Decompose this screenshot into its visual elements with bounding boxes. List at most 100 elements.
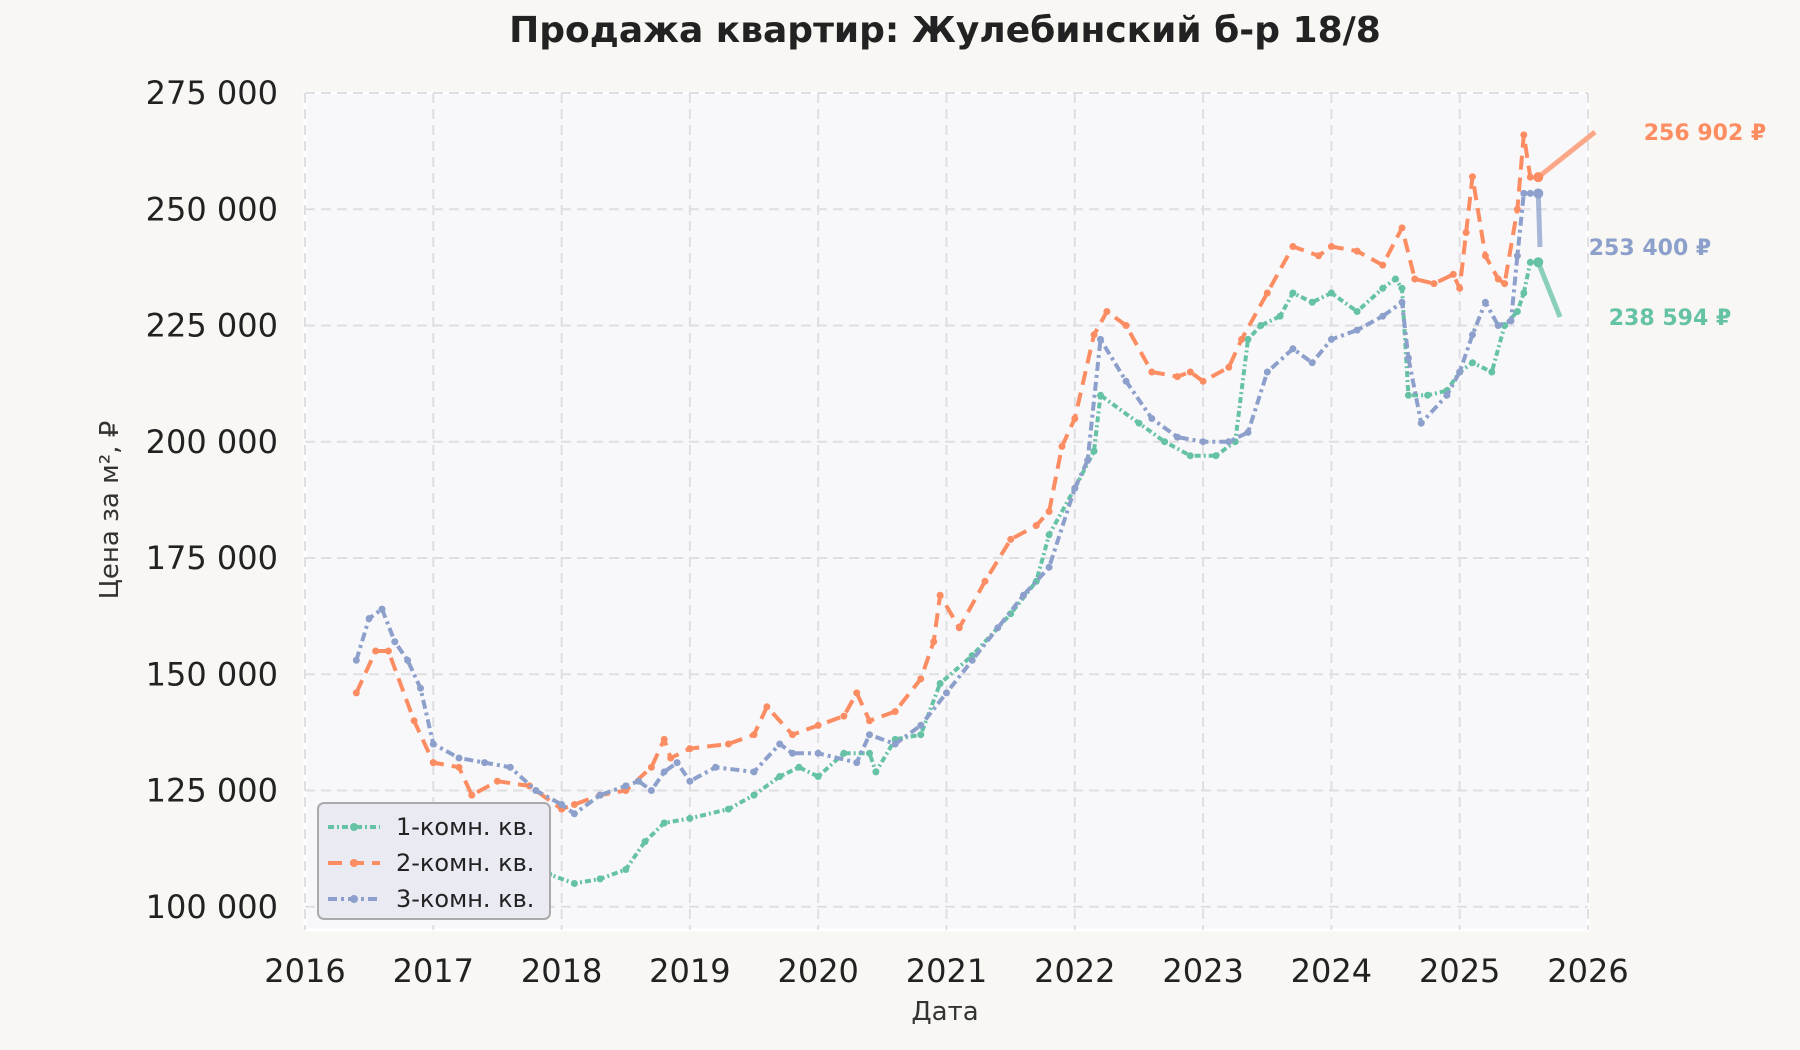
data-point <box>378 605 386 613</box>
grid <box>304 92 1589 930</box>
data-point <box>570 801 578 808</box>
data-point <box>1398 224 1406 232</box>
data-point <box>1327 289 1335 297</box>
y-tick-label: 150 000 <box>146 655 278 693</box>
data-point <box>1469 173 1476 181</box>
data-point <box>1494 322 1502 329</box>
data-point <box>1315 252 1323 260</box>
data-point <box>1186 368 1194 376</box>
data-point <box>1289 243 1297 250</box>
data-point <box>814 749 822 757</box>
x-tick-label: 2024 <box>1291 952 1372 990</box>
y-axis-label: Цена за м², ₽ <box>95 421 125 600</box>
data-point <box>1097 335 1104 343</box>
data-point <box>1090 331 1098 339</box>
data-point <box>1411 275 1419 283</box>
data-point <box>1469 331 1476 339</box>
data-point <box>1398 298 1406 306</box>
x-axis-ticks: 2016 2017 2018 2019 2020 2021 2022 2023 2024 2025… <box>264 952 1628 990</box>
data-point <box>1045 531 1053 539</box>
data-point <box>724 740 732 748</box>
y-tick-label: 275 000 <box>146 74 278 112</box>
data-point <box>955 624 963 632</box>
data-point <box>1238 335 1246 343</box>
data-point <box>1513 205 1521 213</box>
legend-item: 1-комн. кв. <box>328 813 534 841</box>
data-point <box>686 814 694 822</box>
annotation-label: 238 594 ₽ <box>1609 306 1731 331</box>
legend: 1-комн. кв. 2-комн. кв. 3-комн. кв. <box>317 802 551 920</box>
annotation-label: 256 902 ₽ <box>1644 121 1766 146</box>
data-point <box>866 717 873 725</box>
data-point <box>789 749 796 757</box>
data-point <box>506 763 514 771</box>
annotations: 256 902 ₽ 253 400 ₽ 238 594 ₽ <box>1533 121 1766 331</box>
data-point <box>1225 363 1233 371</box>
data-point <box>1513 252 1521 260</box>
data-point <box>1424 391 1432 399</box>
data-point <box>891 708 899 715</box>
data-point <box>635 777 643 785</box>
data-point <box>365 615 373 622</box>
data-point <box>417 684 424 692</box>
y-axis-ticks: 100 000 125 000 150 000 175 000 200 000 225 0… <box>146 74 278 926</box>
data-point <box>1020 591 1027 599</box>
data-point <box>1494 275 1502 283</box>
data-point <box>1481 298 1489 306</box>
data-point <box>667 754 675 762</box>
data-point <box>1481 252 1489 260</box>
data-point <box>1007 535 1015 543</box>
data-point <box>1032 522 1040 529</box>
series-line <box>354 132 1533 812</box>
data-point <box>558 801 566 808</box>
data-point <box>1148 415 1156 422</box>
data-point <box>622 866 630 873</box>
x-tick-label: 2020 <box>777 952 858 990</box>
data-point <box>391 638 399 646</box>
data-point <box>596 791 604 799</box>
x-tick-label: 2018 <box>521 952 602 990</box>
data-point <box>1456 284 1464 292</box>
data-point <box>981 577 989 585</box>
data-point <box>1308 298 1316 306</box>
y-tick-label: 225 000 <box>146 307 278 345</box>
data-point <box>1308 359 1316 367</box>
data-point <box>1263 368 1271 376</box>
data-point <box>1353 308 1361 315</box>
data-point <box>840 712 848 720</box>
data-point <box>410 717 418 725</box>
data-point <box>1097 391 1104 399</box>
annotation-label: 253 400 ₽ <box>1589 236 1711 261</box>
data-point <box>673 759 681 767</box>
annotation-point <box>1533 257 1544 268</box>
legend-marker <box>350 895 358 903</box>
data-point <box>1212 452 1220 460</box>
data-point <box>1353 326 1361 334</box>
data-point <box>866 731 873 739</box>
data-point <box>1520 189 1528 197</box>
data-point <box>1526 173 1534 181</box>
data-point <box>750 791 758 799</box>
data-point <box>1392 275 1399 283</box>
data-point <box>1417 419 1425 427</box>
data-point <box>1520 289 1528 297</box>
x-tick-label: 2016 <box>264 952 345 990</box>
data-point <box>660 735 668 743</box>
data-point <box>763 703 771 711</box>
series-2 <box>352 131 1534 813</box>
data-point <box>1404 354 1412 362</box>
x-axis-label: Дата <box>911 997 978 1027</box>
data-point <box>1449 270 1457 278</box>
data-point <box>686 777 694 785</box>
data-point <box>1257 322 1265 329</box>
data-point <box>712 763 720 771</box>
data-point <box>1443 391 1451 399</box>
x-tick-label: 2025 <box>1419 952 1500 990</box>
data-point <box>1090 447 1098 455</box>
data-point <box>724 805 732 813</box>
data-point <box>1199 438 1207 446</box>
data-point <box>853 759 861 767</box>
data-point <box>384 647 392 655</box>
data-point <box>455 763 463 771</box>
x-tick-label: 2023 <box>1162 952 1243 990</box>
